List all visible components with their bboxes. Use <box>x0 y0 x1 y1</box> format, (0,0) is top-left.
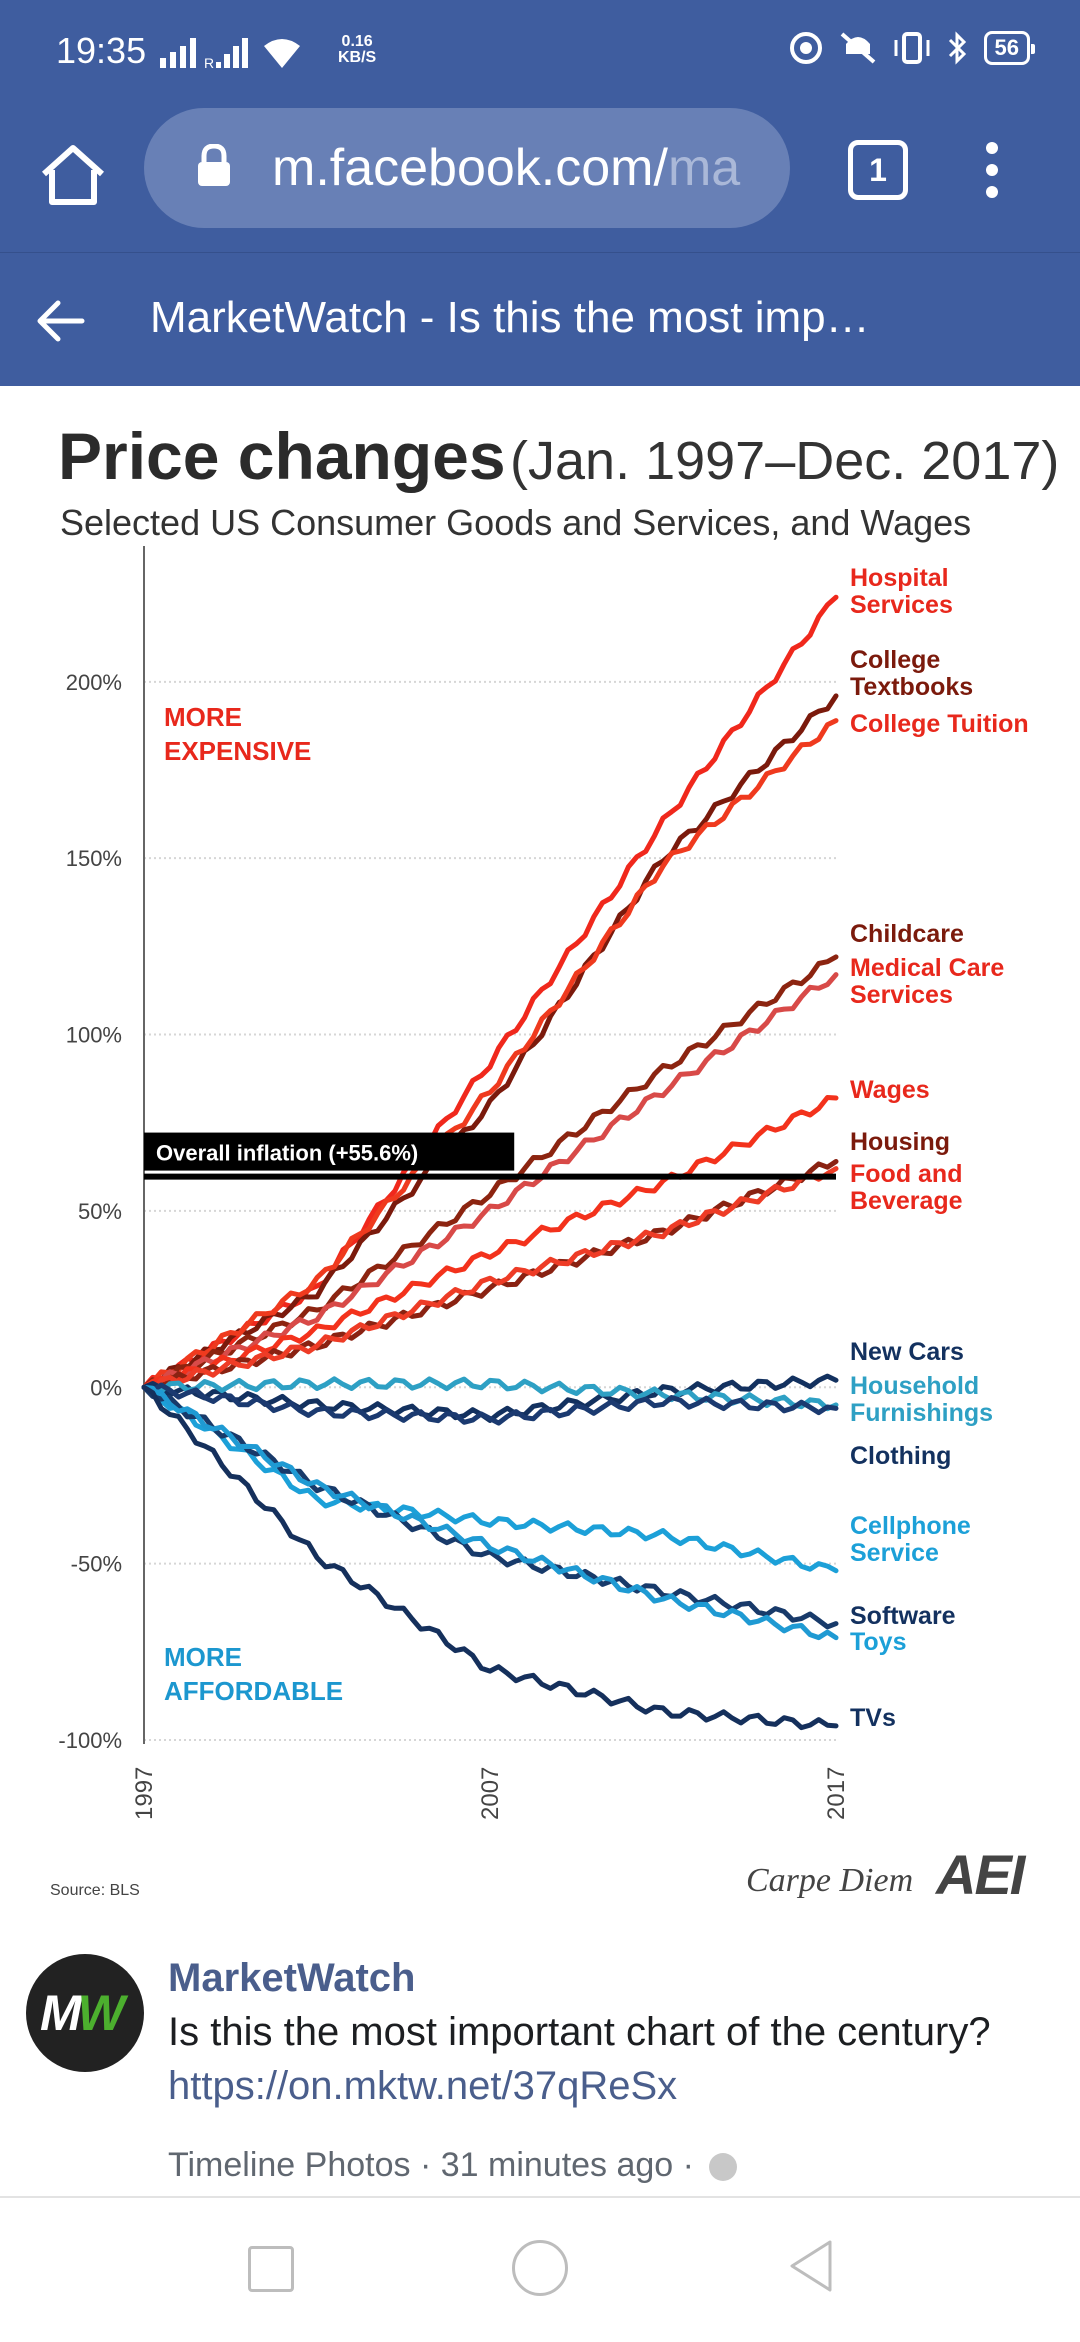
series-end-label: Food and <box>850 1160 962 1188</box>
x-tick-label: 2007 <box>477 1767 504 1820</box>
inflation-label-box <box>144 1132 515 1171</box>
inflation-label: Overall inflation (+55.6%) <box>156 1141 418 1166</box>
url-text: m.facebook.com/ma <box>272 139 741 197</box>
recents-button[interactable] <box>248 2246 294 2292</box>
series-line <box>141 594 839 1390</box>
system-nav-bar <box>0 2196 1080 2342</box>
series-end-label: Furnishings <box>850 1399 993 1427</box>
status-time: 19:35 <box>56 30 147 71</box>
chart-source: Source: BLS <box>50 1882 140 1899</box>
series-line <box>141 1384 839 1630</box>
series-end-label: New Cars <box>850 1338 964 1366</box>
post-text: Is this the most important chart of the … <box>168 2010 991 2054</box>
x-tick-label: 2017 <box>823 1767 850 1820</box>
browser-toolbar: m.facebook.com/ma 1 <box>0 100 1080 252</box>
post-meta: Timeline Photos · 31 minutes ago · <box>168 2146 738 2185</box>
series-end-label: Clothing <box>850 1442 951 1470</box>
x-tick-label: 1997 <box>131 1767 158 1820</box>
series-line <box>141 1095 839 1390</box>
series-line <box>141 1384 839 1731</box>
series-end-label: Textbooks <box>850 673 973 701</box>
vibrate-icon <box>894 32 930 64</box>
aei-logo: AEI <box>936 1843 1025 1906</box>
annotation-more-expensive: MORE <box>164 702 242 732</box>
svg-text:R: R <box>204 55 214 70</box>
series-line <box>141 1376 839 1412</box>
home-button[interactable] <box>512 2240 568 2296</box>
series-end-label: Services <box>850 981 953 1009</box>
series-end-label: Household <box>850 1372 979 1400</box>
address-bar[interactable]: m.facebook.com/ma <box>144 108 790 228</box>
line-chart: 200% 150% 100% 50% 0% -50% -100% 1997 2007 2017 MO… <box>58 546 1029 1820</box>
series-end-label: Software <box>850 1602 956 1630</box>
net-speed: 0.16 KB/S <box>338 33 377 66</box>
post-author[interactable]: MarketWatch <box>168 1956 416 2000</box>
series-end-label: Medical Care <box>850 954 1004 982</box>
chart-image[interactable]: Price changes (Jan. 1997–Dec. 2017) Sele… <box>0 386 1080 1926</box>
series-end-label: College <box>850 646 940 674</box>
series-line <box>141 1384 839 1574</box>
y-tick-label: 50% <box>78 1199 122 1224</box>
series-line <box>141 1159 839 1391</box>
y-tick-label: 100% <box>66 1023 122 1048</box>
status-bar: 19:35 R 0.16 KB/S 56 <box>0 0 1080 100</box>
post-link[interactable]: https://on.mktw.net/37qReSx <box>168 2064 678 2108</box>
series-end-label: Cellphone <box>850 1512 971 1540</box>
series-line <box>141 1166 839 1392</box>
series-end-label: Services <box>850 591 953 619</box>
series-end-label: Beverage <box>850 1187 963 1215</box>
series-line <box>141 718 839 1390</box>
y-tick-label: -100% <box>58 1728 122 1753</box>
annotation-more-expensive: EXPENSIVE <box>164 736 311 766</box>
battery-icon: 56 <box>983 31 1036 65</box>
series-line <box>141 693 839 1390</box>
facebook-post: MW MarketWatch Is this the most importan… <box>0 1926 1080 2196</box>
series-end-label: College Tuition <box>850 710 1029 738</box>
tab-switcher-button[interactable]: 1 <box>848 140 908 200</box>
y-tick-label: 150% <box>66 846 122 871</box>
series-end-label: Service <box>850 1539 939 1567</box>
y-tick-label: 200% <box>66 670 122 695</box>
chart-subtitle: Selected US Consumer Goods and Services,… <box>60 502 972 543</box>
series-end-label: Toys <box>850 1628 907 1656</box>
series-line <box>141 972 839 1392</box>
series-line <box>141 1384 839 1641</box>
series-end-label: Hospital <box>850 564 949 592</box>
overflow-menu-icon[interactable] <box>982 142 1002 202</box>
avatar[interactable]: MW <box>26 1954 144 2072</box>
series-end-label: TVs <box>850 1704 896 1732</box>
series-end-label: Housing <box>850 1128 950 1156</box>
page-title: MarketWatch - Is this the most imp… <box>150 293 870 342</box>
globe-icon <box>709 2153 738 2182</box>
bluetooth-icon <box>948 31 966 65</box>
annotation-more-affordable: MORE <box>164 1642 242 1672</box>
series-end-label: Wages <box>850 1076 930 1104</box>
back-arrow-icon[interactable] <box>34 295 86 347</box>
y-tick-label: -50% <box>71 1552 122 1577</box>
page-header: MarketWatch - Is this the most imp… <box>0 252 1080 387</box>
home-icon[interactable] <box>38 140 108 210</box>
mute-icon <box>840 32 875 64</box>
chart-title: Price changes (Jan. 1997–Dec. 2017) <box>58 419 1060 493</box>
y-tick-label: 0% <box>90 1375 122 1400</box>
series-end-label: Childcare <box>850 920 964 948</box>
chart-credit: Carpe Diem <box>746 1862 914 1899</box>
signal-icon: R <box>160 38 300 70</box>
lock-icon <box>198 144 230 186</box>
record-icon <box>789 32 822 64</box>
series-line <box>141 1382 839 1426</box>
annotation-more-affordable: AFFORDABLE <box>164 1676 343 1706</box>
status-right-icons: 56 <box>788 30 1036 66</box>
back-triangle-icon[interactable] <box>786 2238 836 2294</box>
